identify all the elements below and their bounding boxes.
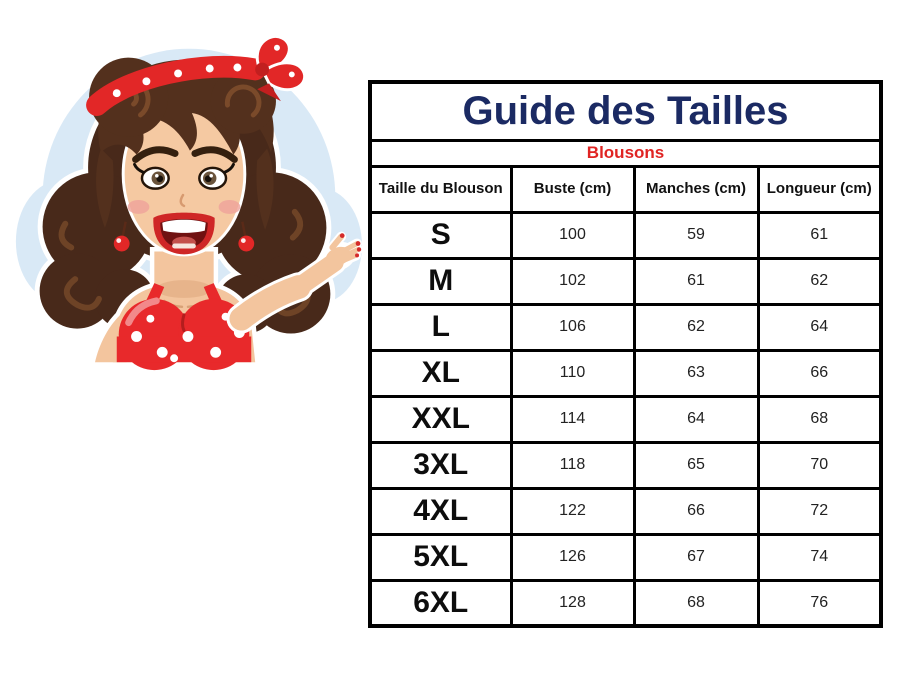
manches-cell: 66 bbox=[632, 486, 760, 536]
col-header-taille: Taille du Blouson bbox=[368, 164, 513, 214]
manches-cell: 67 bbox=[632, 532, 760, 582]
mouth bbox=[153, 212, 215, 255]
polka-dot-top bbox=[116, 283, 252, 371]
longueur-cell: 66 bbox=[756, 348, 883, 398]
headband-bow bbox=[255, 35, 307, 102]
front-hair bbox=[89, 57, 276, 230]
face bbox=[121, 104, 247, 257]
table-row: 5XL 126 67 74 bbox=[368, 532, 883, 582]
buste-cell: 126 bbox=[509, 532, 636, 582]
eyebrows bbox=[132, 146, 238, 163]
manches-cell: 59 bbox=[632, 210, 760, 260]
buste-cell: 110 bbox=[509, 348, 636, 398]
buste-cell: 102 bbox=[509, 256, 636, 306]
longueur-cell: 61 bbox=[756, 210, 883, 260]
table-row: 4XL 122 66 72 bbox=[368, 486, 883, 536]
title-row: Guide des Tailles bbox=[368, 80, 883, 142]
size-cell: S bbox=[368, 210, 513, 260]
category-label: Blousons bbox=[368, 138, 883, 168]
table-row: 6XL 128 68 76 bbox=[368, 578, 883, 628]
table-row: L 106 62 64 bbox=[368, 302, 883, 352]
header-row: Taille du Blouson Buste (cm) Manches (cm… bbox=[368, 164, 883, 214]
buste-cell: 100 bbox=[509, 210, 636, 260]
headband bbox=[86, 35, 307, 116]
manches-cell: 68 bbox=[632, 578, 760, 628]
table-row: XL 110 63 66 bbox=[368, 348, 883, 398]
longueur-cell: 64 bbox=[756, 302, 883, 352]
manches-cell: 65 bbox=[632, 440, 760, 490]
pinup-girl-illustration bbox=[15, 35, 362, 371]
manches-cell: 64 bbox=[632, 394, 760, 444]
size-cell: M bbox=[368, 256, 513, 306]
buste-cell: 128 bbox=[509, 578, 636, 628]
size-cell: 6XL bbox=[368, 578, 513, 628]
eyes bbox=[133, 162, 235, 190]
pointing-hand bbox=[226, 231, 362, 334]
size-cell: XXL bbox=[368, 394, 513, 444]
col-header-manches: Manches (cm) bbox=[632, 164, 760, 214]
buste-cell: 106 bbox=[509, 302, 636, 352]
size-cell: 4XL bbox=[368, 486, 513, 536]
buste-cell: 118 bbox=[509, 440, 636, 490]
longueur-cell: 74 bbox=[756, 532, 883, 582]
size-cell: 5XL bbox=[368, 532, 513, 582]
size-guide-panel: Guide des Tailles Blousons Taille du Blo… bbox=[368, 80, 884, 628]
table-row: S 100 59 61 bbox=[368, 210, 883, 260]
category-row: Blousons bbox=[368, 138, 883, 168]
manches-cell: 62 bbox=[632, 302, 760, 352]
table-row: 3XL 118 65 70 bbox=[368, 440, 883, 490]
longueur-cell: 62 bbox=[756, 256, 883, 306]
table-row: XXL 114 64 68 bbox=[368, 394, 883, 444]
longueur-cell: 70 bbox=[756, 440, 883, 490]
longueur-cell: 76 bbox=[756, 578, 883, 628]
manches-cell: 61 bbox=[632, 256, 760, 306]
longueur-cell: 68 bbox=[756, 394, 883, 444]
table-row: M 102 61 62 bbox=[368, 256, 883, 306]
buste-cell: 114 bbox=[509, 394, 636, 444]
cherry-earrings bbox=[113, 221, 255, 252]
longueur-cell: 72 bbox=[756, 486, 883, 536]
size-cell: XL bbox=[368, 348, 513, 398]
buste-cell: 122 bbox=[509, 486, 636, 536]
nose bbox=[179, 193, 186, 208]
col-header-longueur: Longueur (cm) bbox=[756, 164, 883, 214]
col-header-buste: Buste (cm) bbox=[509, 164, 636, 214]
manches-cell: 63 bbox=[632, 348, 760, 398]
page-title: Guide des Tailles bbox=[368, 80, 883, 142]
size-cell: 3XL bbox=[368, 440, 513, 490]
size-guide-table: Guide des Tailles Blousons Taille du Blo… bbox=[368, 80, 884, 628]
size-cell: L bbox=[368, 302, 513, 352]
